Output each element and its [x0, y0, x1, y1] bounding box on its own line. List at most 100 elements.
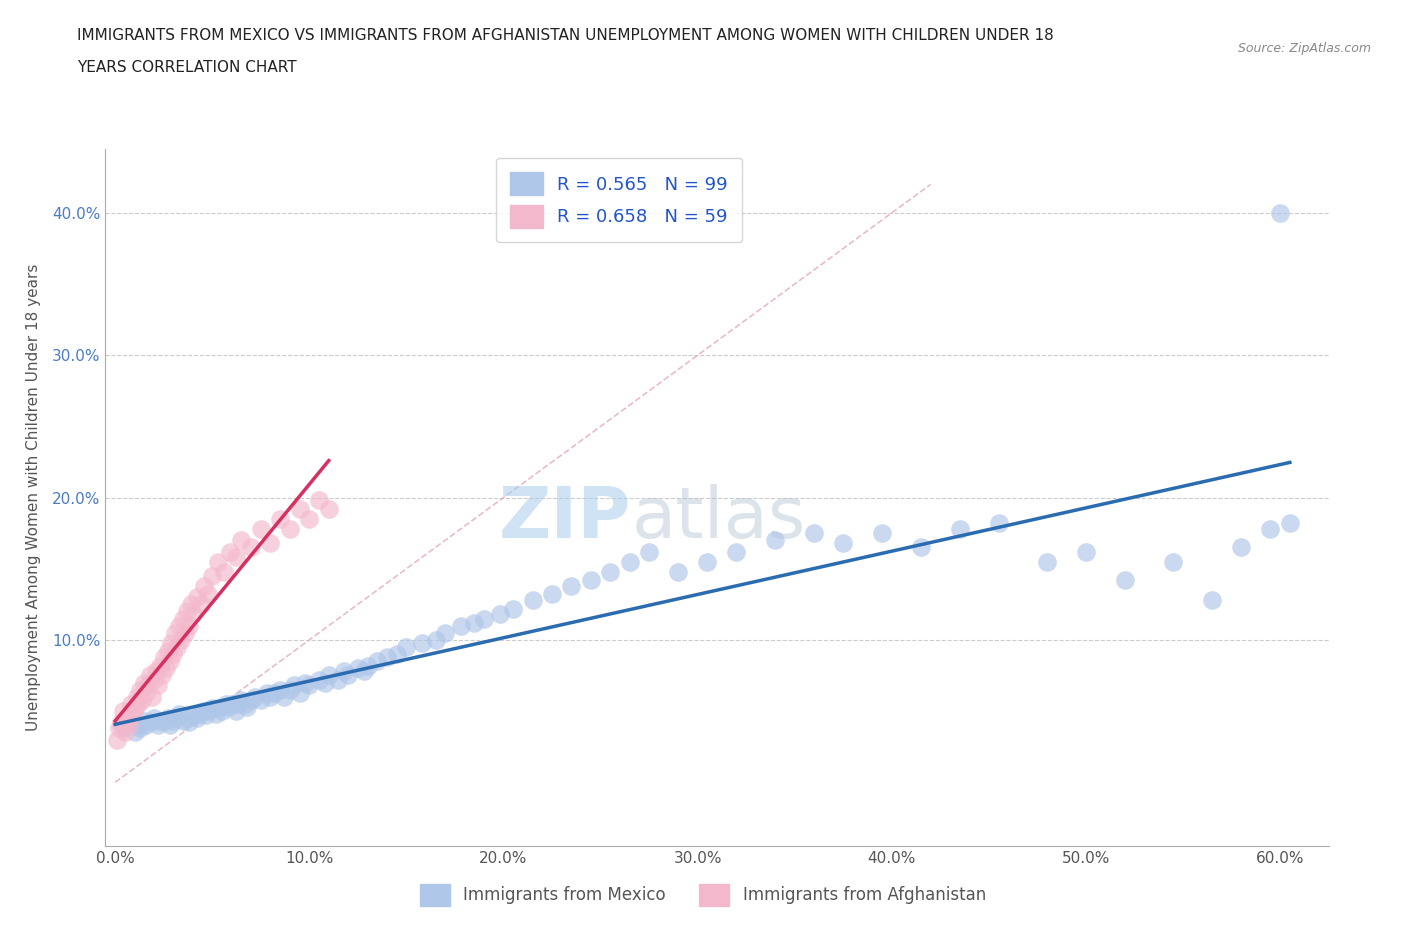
Point — [131, 692, 153, 707]
Point — [263, 685, 285, 700]
Point — [125, 689, 148, 704]
Point — [193, 578, 215, 593]
Point — [186, 711, 208, 725]
Point — [176, 711, 198, 725]
Point — [240, 540, 263, 555]
Point — [129, 683, 152, 698]
Point — [207, 554, 229, 569]
Point — [987, 516, 1010, 531]
Point — [278, 522, 301, 537]
Point — [696, 554, 718, 569]
Point — [114, 725, 136, 740]
Point — [1074, 544, 1097, 559]
Point — [166, 640, 188, 655]
Point — [288, 685, 311, 700]
Point — [450, 618, 472, 633]
Point — [356, 658, 378, 673]
Point — [114, 721, 136, 736]
Point — [127, 697, 149, 711]
Point — [143, 711, 166, 725]
Point — [152, 649, 174, 664]
Point — [259, 536, 281, 551]
Point — [124, 701, 146, 716]
Point — [105, 732, 128, 747]
Point — [129, 721, 152, 736]
Point — [249, 522, 271, 537]
Point — [231, 692, 253, 707]
Point — [149, 713, 172, 728]
Point — [187, 707, 209, 722]
Point — [288, 501, 311, 516]
Point — [156, 711, 179, 725]
Point — [233, 697, 256, 711]
Point — [236, 699, 259, 714]
Text: atlas: atlas — [631, 484, 806, 553]
Point — [120, 697, 142, 711]
Point — [162, 646, 184, 661]
Point — [186, 590, 208, 604]
Point — [411, 635, 433, 650]
Point — [155, 661, 177, 676]
Point — [385, 646, 408, 661]
Point — [167, 707, 190, 722]
Point — [143, 672, 166, 687]
Point — [165, 711, 187, 725]
Point — [146, 678, 169, 693]
Point — [870, 525, 893, 540]
Point — [273, 689, 295, 704]
Point — [333, 664, 356, 679]
Point — [172, 611, 194, 626]
Point — [145, 664, 167, 679]
Point — [294, 675, 316, 690]
Point — [115, 711, 138, 725]
Point — [502, 601, 524, 616]
Point — [177, 715, 200, 730]
Point — [136, 678, 159, 693]
Point — [522, 592, 544, 607]
Point — [211, 704, 233, 719]
Point — [318, 668, 340, 683]
Point — [1268, 206, 1291, 220]
Point — [366, 654, 388, 669]
Point — [1114, 573, 1136, 588]
Point — [127, 718, 149, 733]
Point — [425, 632, 447, 647]
Point — [434, 625, 457, 640]
Point — [160, 635, 183, 650]
Point — [619, 554, 641, 569]
Point — [1036, 554, 1059, 569]
Legend: R = 0.565   N = 99, R = 0.658   N = 59: R = 0.565 N = 99, R = 0.658 N = 59 — [496, 158, 742, 242]
Point — [111, 704, 134, 719]
Point — [375, 649, 398, 664]
Point — [240, 692, 263, 707]
Point — [225, 704, 247, 719]
Point — [152, 715, 174, 730]
Point — [832, 536, 855, 551]
Point — [231, 533, 253, 548]
Point — [269, 512, 291, 526]
Point — [176, 604, 198, 618]
Text: Source: ZipAtlas.com: Source: ZipAtlas.com — [1237, 42, 1371, 55]
Point — [249, 692, 271, 707]
Point — [191, 704, 214, 719]
Point — [156, 644, 179, 658]
Point — [308, 493, 330, 508]
Point — [217, 699, 239, 714]
Point — [181, 607, 204, 622]
Point — [298, 512, 321, 526]
Point — [278, 683, 301, 698]
Point — [212, 565, 235, 579]
Point — [1163, 554, 1185, 569]
Point — [725, 544, 748, 559]
Point — [1260, 522, 1282, 537]
Point — [121, 707, 143, 722]
Point — [314, 675, 336, 690]
Point — [638, 544, 661, 559]
Point — [256, 685, 278, 700]
Point — [120, 715, 142, 730]
Point — [215, 697, 238, 711]
Point — [225, 550, 247, 565]
Point — [180, 597, 202, 612]
Point — [135, 685, 157, 700]
Point — [259, 689, 281, 704]
